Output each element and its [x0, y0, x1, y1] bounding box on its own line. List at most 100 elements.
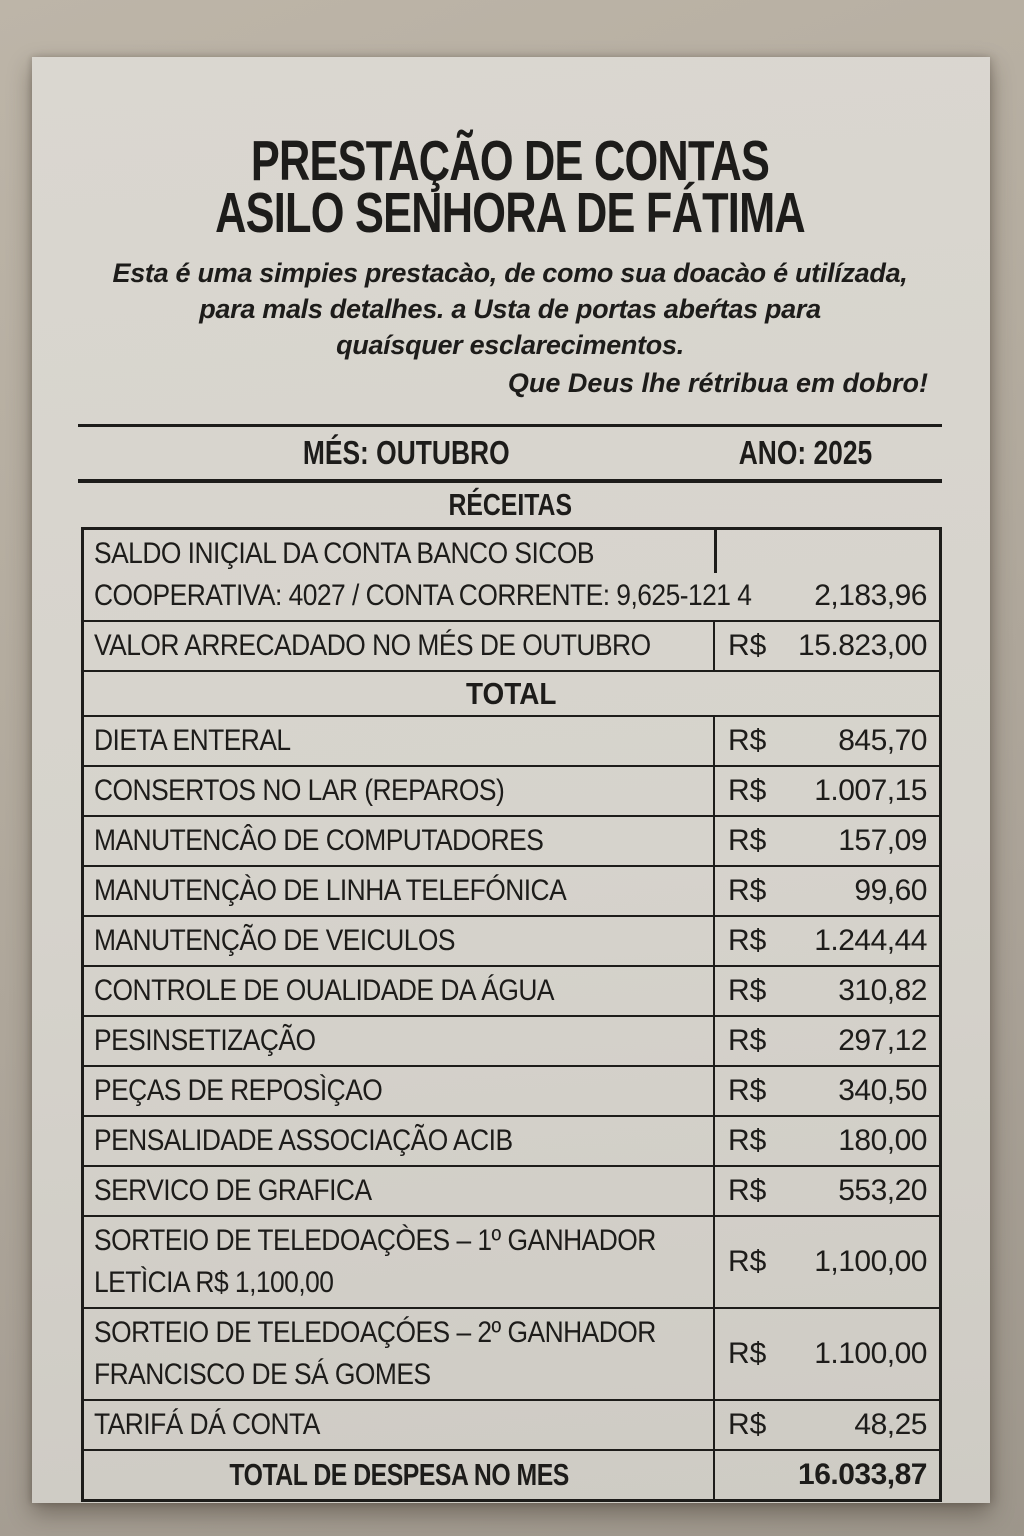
- period-band: MÉS: OUTUBRO ANO: 2025: [78, 424, 942, 483]
- row-value: 157,09: [838, 824, 927, 857]
- row-amount-cell: R$ 157,09: [713, 817, 939, 865]
- intro-line: Esta é uma simpies prestacào, de como su…: [112, 258, 908, 288]
- month-label: MÉS: OUTUBRO: [302, 434, 510, 471]
- row-label-line: DIETA ENTERAL: [94, 724, 291, 757]
- row-value: 340,50: [838, 1074, 927, 1107]
- currency-symbol: R$: [728, 1245, 767, 1278]
- row-amount-cell: R$ 553,20: [713, 1167, 939, 1215]
- row-amount-cell: 16.033,87: [713, 1451, 939, 1499]
- row-value: 1,100,00: [814, 1245, 927, 1278]
- row-label-line: SALDO INIÇIAL DA CONTA BANCO SICOB: [94, 537, 594, 570]
- row-amount-cell: R$ 99,60: [713, 867, 939, 915]
- row-value: 297,12: [838, 1024, 927, 1057]
- row-label-line: LETÌCIA R$ 1,100,00: [94, 1266, 334, 1299]
- row-label-line: COOPERATIVA: 4027 / CONTA CORRENTE: 9,62…: [94, 579, 752, 612]
- currency-symbol: R$: [728, 924, 767, 957]
- currency-symbol: R$: [728, 724, 767, 757]
- intro-paragraph: Esta é uma simpies prestacào, de como su…: [78, 255, 942, 363]
- table-row: SORTEIO DE TELEDOAÇÓES – 2º GANHADOR FRAN…: [84, 1307, 939, 1399]
- title-line-1: PRESTAÇÃO DE CONTAS: [250, 129, 770, 193]
- row-label: MANUTENÇÀO DE LINHA TELEFÓNICA: [84, 867, 713, 915]
- row-value: 180,00: [838, 1124, 927, 1157]
- row-value: 1.244,44: [814, 924, 927, 957]
- row-value: 310,82: [838, 974, 927, 1007]
- row-value: 16.033,87: [798, 1458, 927, 1491]
- row-label-line: CONSERTOS NO LAR (REPAROS): [94, 774, 505, 807]
- row-label-line: SORTEIO DE TELEDOAÇÓES – 2º GANHADOR: [94, 1316, 656, 1349]
- table-row: SERVICO DE GRAFICA R$ 553,20: [84, 1165, 939, 1215]
- currency-symbol: R$: [728, 1408, 767, 1441]
- row-label-line: SORTEIO DE TELEDOAÇÒES – 1º GANHADOR: [94, 1224, 656, 1257]
- currency-symbol: R$: [728, 874, 767, 907]
- table-row: MANUTENÇÃO DE VEICULOS R$ 1.244,44: [84, 915, 939, 965]
- row-amount-cell: R$ 48,25: [713, 1401, 939, 1449]
- row-label: SORTEIO DE TELEDOAÇÒES – 1º GANHADOR LETÌ…: [84, 1217, 713, 1307]
- currency-symbol: R$: [728, 1024, 767, 1057]
- table-row: CONSERTOS NO LAR (REPAROS) R$ 1.007,15: [84, 765, 939, 815]
- currency-symbol: R$: [728, 1074, 767, 1107]
- row-label: SORTEIO DE TELEDOAÇÓES – 2º GANHADOR FRAN…: [84, 1309, 713, 1399]
- row-value: 845,70: [838, 724, 927, 757]
- expense-table: SALDO INIÇIAL DA CONTA BANCO SICOB COOPER…: [81, 527, 942, 1502]
- currency-symbol: R$: [728, 974, 767, 1007]
- row-label-line: PESINSETIZAÇÃO: [94, 1024, 316, 1057]
- row-label-line: PEÇAS DE REPOSÌÇAO: [94, 1074, 383, 1107]
- row-label-line: VALOR ARRECADADO NO MÉS DE OUTUBRO: [94, 629, 651, 662]
- blessing-line: Que Deus lhe rétribua em dobro!: [507, 368, 928, 398]
- row-label: MANUTENÇÃO DE VEICULOS: [84, 917, 713, 965]
- row-label: SERVICO DE GRAFICA: [84, 1167, 713, 1215]
- row-label-line: TOTAL DE DESPESA NO MES: [229, 1457, 570, 1492]
- row-label-line: MANUTENÇÃO DE VEICULOS: [94, 924, 456, 957]
- row-label: SALDO INIÇIAL DA CONTA BANCO SICOB COOPER…: [84, 530, 752, 620]
- row-label: CONSERTOS NO LAR (REPAROS): [84, 767, 713, 815]
- row-label-line: MANUTENÇÀO DE LINHA TELEFÓNICA: [94, 874, 567, 907]
- currency-symbol: R$: [728, 774, 767, 807]
- section-band-label: TOTAL: [466, 675, 557, 711]
- currency-symbol: R$: [728, 629, 767, 662]
- paper-sheet: PRESTAÇÃO DE CONTAS ASILO SENHORA DE FÁT…: [32, 57, 990, 1503]
- table-row: PESINSETIZAÇÃO R$ 297,12: [84, 1015, 939, 1065]
- table-row: PENSALIDADE ASSOCIAÇÃO ACIB R$ 180,00: [84, 1115, 939, 1165]
- row-amount-cell: R$ 297,12: [713, 1017, 939, 1065]
- table-row: SORTEIO DE TELEDOAÇÒES – 1º GANHADOR LETÌ…: [84, 1215, 939, 1307]
- row-label-line: CONTROLE DE OUALIDADE DA ÁGUA: [94, 974, 555, 1007]
- row-amount-cell: R$ 340,50: [713, 1067, 939, 1115]
- row-value: 553,20: [838, 1174, 927, 1207]
- table-row: CONTROLE DE OUALIDADE DA ÁGUA R$ 310,82: [84, 965, 939, 1015]
- row-label-line: SERVICO DE GRAFICA: [94, 1174, 372, 1207]
- row-label: PESINSETIZAÇÃO: [84, 1017, 713, 1065]
- row-value: 48,25: [854, 1408, 927, 1441]
- table-row: TARIFÁ DÁ CONTA R$ 48,25: [84, 1399, 939, 1449]
- row-label-line: PENSALIDADE ASSOCIAÇÃO ACIB: [94, 1124, 513, 1157]
- row-amount-cell: R$ 310,82: [713, 967, 939, 1015]
- row-value: 1.100,00: [814, 1337, 927, 1370]
- table-row: MANUTENCÂO DE COMPUTADORES R$ 157,09: [84, 815, 939, 865]
- table-row: MANUTENÇÀO DE LINHA TELEFÓNICA R$ 99,60: [84, 865, 939, 915]
- row-label: TARIFÁ DÁ CONTA: [84, 1401, 713, 1449]
- row-amount-cell: R$ 15.823,00: [713, 622, 939, 670]
- row-amount-cell: 2,183,96: [714, 530, 939, 620]
- row-label-line: MANUTENCÂO DE COMPUTADORES: [94, 824, 544, 857]
- grand-total-row: TOTAL DE DESPESA NO MES 16.033,87: [84, 1449, 939, 1499]
- currency-symbol: R$: [728, 824, 767, 857]
- row-amount-cell: R$ 1.100,00: [713, 1309, 939, 1399]
- row-label: PEÇAS DE REPOSÌÇAO: [84, 1067, 713, 1115]
- row-label-line: TARIFÁ DÁ CONTA: [94, 1408, 320, 1441]
- section-band-row: TOTAL: [84, 670, 939, 715]
- year-label: ANO: 2025: [738, 434, 872, 471]
- row-label-line: FRANCISCO DE SÁ GOMES: [94, 1358, 431, 1391]
- row-amount-cell: R$ 845,70: [713, 717, 939, 765]
- row-label: CONTROLE DE OUALIDADE DA ÁGUA: [84, 967, 713, 1015]
- intro-line: quaísquer esclarecimentos.: [336, 330, 684, 360]
- table-row: VALOR ARRECADADO NO MÉS DE OUTUBRO R$ 15.8…: [84, 620, 939, 670]
- row-label: VALOR ARRECADADO NO MÉS DE OUTUBRO: [84, 622, 713, 670]
- table-row: DIETA ENTERAL R$ 845,70: [84, 715, 939, 765]
- row-value: 1.007,15: [814, 774, 927, 807]
- table-row: PEÇAS DE REPOSÌÇAO R$ 340,50: [84, 1065, 939, 1115]
- currency-symbol: R$: [728, 1174, 767, 1207]
- row-amount-cell: R$ 1.244,44: [713, 917, 939, 965]
- row-value: 15.823,00: [798, 629, 927, 662]
- row-label: MANUTENCÂO DE COMPUTADORES: [84, 817, 713, 865]
- receitas-heading: RÉCEITAS: [448, 487, 572, 522]
